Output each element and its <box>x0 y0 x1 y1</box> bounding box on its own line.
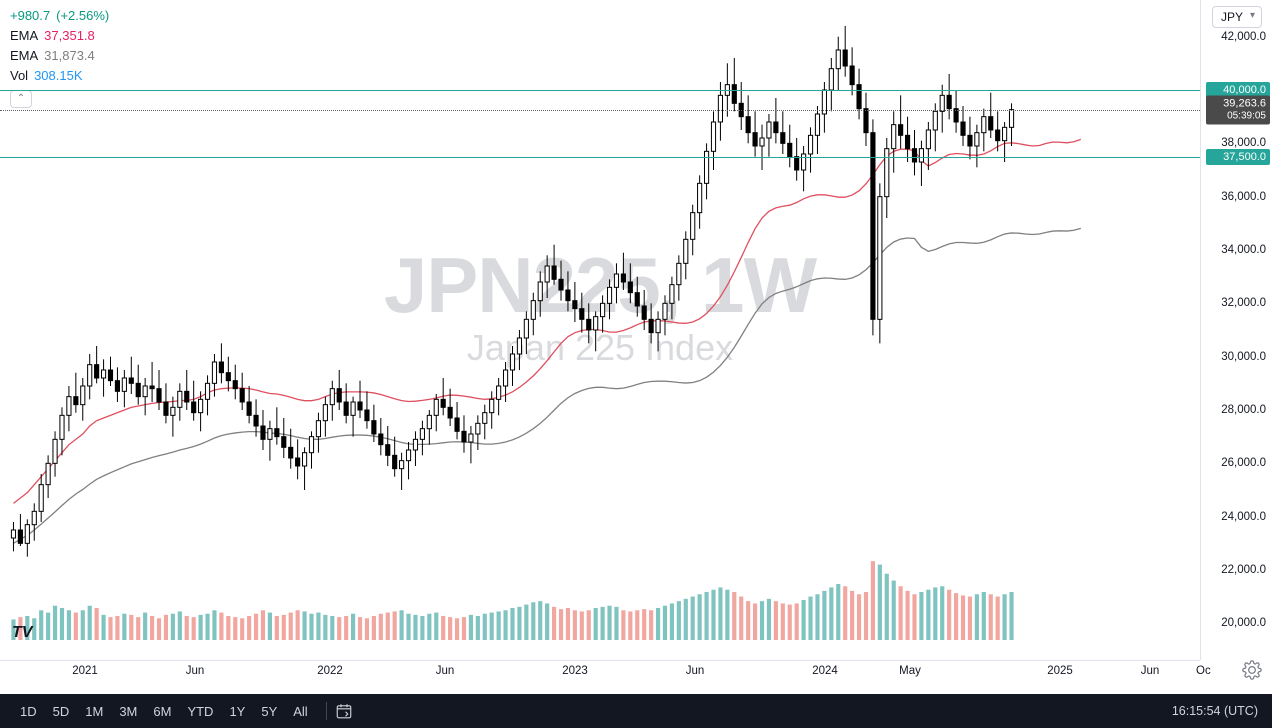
separator <box>326 702 327 720</box>
y-tick: 34,000.0 <box>1221 244 1266 256</box>
y-tick: 38,000.0 <box>1221 137 1266 149</box>
tradingview-logo[interactable]: TV <box>12 624 32 642</box>
y-tick: 24,000.0 <box>1221 511 1266 523</box>
y-tick: 22,000.0 <box>1221 564 1266 576</box>
goto-date-icon[interactable] <box>335 702 353 720</box>
y-tick: 42,000.0 <box>1221 31 1266 43</box>
x-tick: 2022 <box>317 665 343 677</box>
y-tick: 28,000.0 <box>1221 404 1266 416</box>
timeframe-3m[interactable]: 3M <box>113 700 143 723</box>
timeframe-5d[interactable]: 5D <box>47 700 76 723</box>
x-tick: 2025 <box>1047 665 1073 677</box>
timeframe-1d[interactable]: 1D <box>14 700 43 723</box>
timeframe-1y[interactable]: 1Y <box>223 700 251 723</box>
level-label: 37,500.0 <box>1206 149 1270 165</box>
chart-svg <box>0 0 1200 660</box>
y-tick: 32,000.0 <box>1221 297 1266 309</box>
bottom-toolbar: 1D5D1M3M6MYTD1Y5YAll 16:15:54 (UTC) <box>0 694 1272 728</box>
x-tick: Jun <box>1141 665 1160 677</box>
x-tick: Jun <box>436 665 455 677</box>
last-price-line <box>0 110 1200 111</box>
x-tick: Oc <box>1196 665 1211 677</box>
timeframe-1m[interactable]: 1M <box>79 700 109 723</box>
time-scale[interactable]: 2021Jun2022Jun2023Jun2024May2025JunOc <box>0 660 1200 682</box>
clock[interactable]: 16:15:54 (UTC) <box>1172 704 1258 718</box>
chart-root: +980.7 (+2.56%) EMA 37,351.8 EMA 31,873.… <box>0 0 1272 728</box>
x-tick: 2024 <box>812 665 838 677</box>
y-tick: 30,000.0 <box>1221 351 1266 363</box>
timeframe-buttons: 1D5D1M3M6MYTD1Y5YAll <box>14 700 318 723</box>
y-tick: 26,000.0 <box>1221 457 1266 469</box>
timeframe-6m[interactable]: 6M <box>147 700 177 723</box>
chart-pane[interactable]: TV <box>0 0 1200 660</box>
horizontal-level[interactable] <box>0 90 1200 91</box>
x-tick: May <box>899 665 921 677</box>
timeframe-all[interactable]: All <box>287 700 313 723</box>
timeframe-ytd[interactable]: YTD <box>181 700 219 723</box>
timeframe-5y[interactable]: 5Y <box>255 700 283 723</box>
x-tick: Jun <box>186 665 205 677</box>
horizontal-level[interactable] <box>0 157 1200 158</box>
last-price-label: 39,263.605:39:05 <box>1206 95 1270 124</box>
x-tick: 2023 <box>562 665 588 677</box>
chart-settings-icon[interactable] <box>1242 660 1262 680</box>
x-tick: 2021 <box>72 665 98 677</box>
x-tick: Jun <box>686 665 705 677</box>
price-scale[interactable]: 20,000.0 22,000.0 24,000.0 26,000.0 28,000.0… <box>1200 0 1272 660</box>
y-tick: 20,000.0 <box>1221 617 1266 629</box>
y-tick: 36,000.0 <box>1221 191 1266 203</box>
